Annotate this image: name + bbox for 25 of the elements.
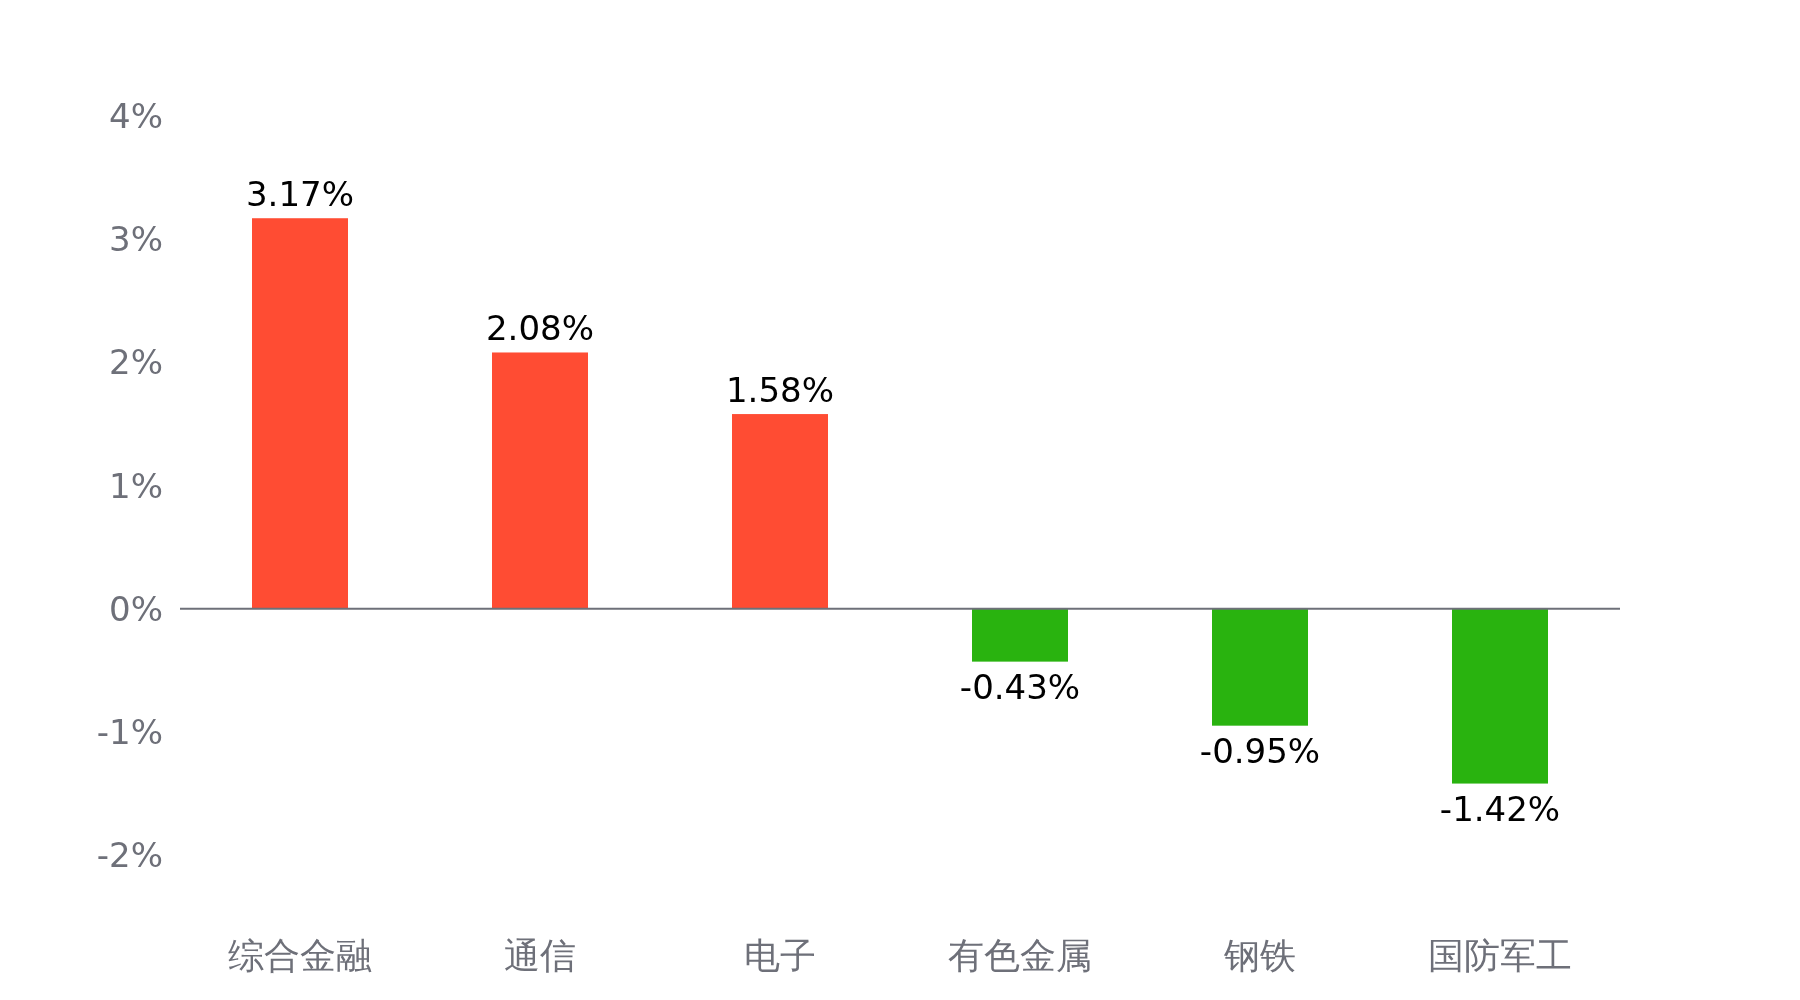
y-tick-label: 1% xyxy=(109,465,163,506)
x-tick-label: 钢铁 xyxy=(1223,934,1296,976)
bar xyxy=(1452,608,1548,784)
data-label: 3.17% xyxy=(245,174,355,215)
x-tick-label: 电子 xyxy=(744,934,816,976)
y-tick-label: -2% xyxy=(96,835,163,875)
y-tick-label: 3% xyxy=(109,219,163,260)
data-label: -0.95% xyxy=(1199,731,1321,772)
data-label: -0.43% xyxy=(959,667,1081,708)
x-tick-label: 有色金属 xyxy=(948,934,1092,976)
bar xyxy=(252,218,348,609)
data-label: -1.42% xyxy=(1439,789,1561,830)
x-tick-label: 综合金融 xyxy=(228,934,372,976)
y-tick-label: 4% xyxy=(109,96,163,136)
y-tick-label: -1% xyxy=(96,711,163,752)
y-tick-label: 2% xyxy=(109,342,163,383)
x-tick-label: 通信 xyxy=(504,934,576,976)
x-tick-label: 国防军工 xyxy=(1428,934,1572,976)
bar xyxy=(492,352,588,609)
bar xyxy=(732,414,828,609)
bar xyxy=(972,608,1068,662)
y-tick-label: 0% xyxy=(109,588,163,629)
data-label: 1.58% xyxy=(725,370,835,411)
bar xyxy=(1212,608,1308,726)
data-label: 2.08% xyxy=(485,308,595,349)
